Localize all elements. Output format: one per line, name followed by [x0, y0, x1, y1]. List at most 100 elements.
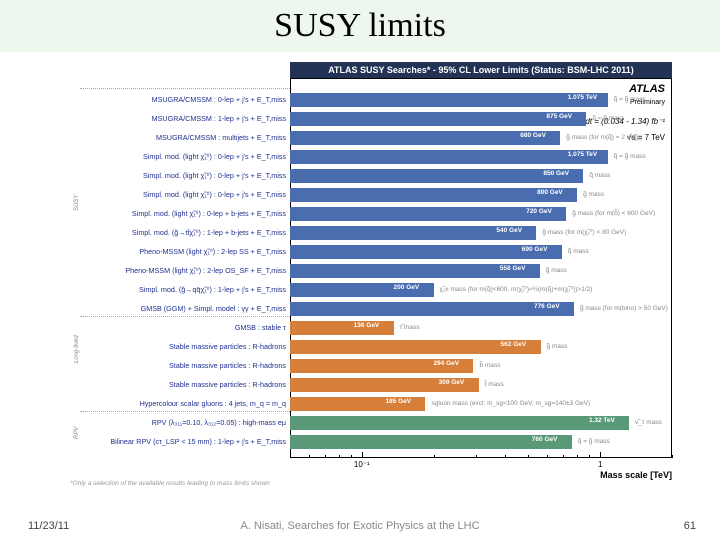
bar-value: 540 GeV	[496, 224, 522, 238]
category-label: Long-lived	[74, 335, 80, 363]
bar-annotation: g̃ mass	[583, 188, 604, 202]
bar-value: 776 GeV	[534, 300, 560, 314]
category-label: RPV	[74, 427, 80, 439]
bar-annotation: q̃ = g̃ mass	[592, 112, 624, 126]
row-label: Simpl. mod. (light χ̃₁⁰) : 0-lep + j's +…	[70, 148, 286, 167]
row-label: RPV (λ₃₁₁=0.10, λ₃₁₂=0.05) : high-mass e…	[70, 414, 286, 433]
bar-value: 800 GeV	[537, 186, 563, 200]
chart-row: Stable massive particles : R-hadronsL=34…	[70, 338, 680, 357]
row-label: MSUGRA/CMSSM : 1-lep + j's + E_T,miss	[70, 110, 286, 129]
row-label: Simpl. mod. (g̃→tt̄χ̃₁⁰) : 1-lep + b-jet…	[70, 224, 286, 243]
x-tick-minor	[309, 455, 310, 458]
limit-bar	[290, 150, 608, 164]
x-tick-minor	[505, 455, 506, 458]
chart-row: Simpl. mod. (g̃→qq̄χ̃₁⁰) : 1-lep + j's +…	[70, 281, 680, 300]
row-label: Simpl. mod. (light χ̃₁⁰) : 0-lep + j's +…	[70, 186, 286, 205]
bar-value: 875 GeV	[546, 110, 572, 124]
bar-value: 200 GeV	[394, 281, 420, 295]
chart-row: MSUGRA/CMSSM : multijets + E_T,missL=1.3…	[70, 129, 680, 148]
bar-value: 680 GeV	[520, 129, 546, 143]
row-label: Stable massive particles : R-hadrons	[70, 338, 286, 357]
x-tick-minor	[528, 455, 529, 458]
bar-annotation: b̃ mass	[479, 359, 500, 373]
x-tick-minor	[547, 455, 548, 458]
chart-row: MSUGRA/CMSSM : 0-lep + j's + E_T,missL=1…	[70, 91, 680, 110]
row-label: GMSB : stable τ̃	[70, 319, 286, 338]
bar-annotation: τ̃ mass	[400, 321, 420, 335]
bar-annotation: sgluon mass (excl: m_sg<100 GeV, m_sg=14…	[431, 397, 590, 411]
bar-annotation: g̃ mass (for m(q̃) = 2 m(g̃))	[566, 131, 642, 145]
bar-value: 850 GeV	[543, 167, 569, 181]
bar-value: 1.075 TeV	[568, 148, 598, 162]
row-label: Bilinear RPV (cτ_LSP < 15 mm) : 1-lep + …	[70, 433, 286, 452]
bar-value: 760 GeV	[532, 433, 558, 447]
category-label: SUSY	[74, 195, 80, 211]
x-tick-minor	[476, 455, 477, 458]
row-label: Simpl. mod. (light χ̃₁⁰) : 0-lep + j's +…	[70, 167, 286, 186]
bar-value: 185 GeV	[385, 395, 411, 409]
row-label: Pheno-MSSM (light χ̃₁⁰) : 2-lep OS_SF + …	[70, 262, 286, 281]
bar-value: 562 GeV	[501, 338, 527, 352]
limit-bar	[290, 207, 566, 221]
limit-bar	[290, 93, 608, 107]
x-tick-mark	[600, 452, 601, 458]
chart: ATLAS SUSY Searches* - 95% CL Lower Limi…	[70, 62, 680, 492]
limit-bar	[290, 416, 629, 430]
chart-row: Pheno-MSSM (light χ̃₁⁰) : 2-lep OS_SF + …	[70, 262, 680, 281]
chart-row: Pheno-MSSM (light χ̃₁⁰) : 2-lep SS + E_T…	[70, 243, 680, 262]
slide-page-number: 61	[684, 520, 696, 532]
x-tick-minor	[577, 455, 578, 458]
slide-date: 11/23/11	[28, 520, 69, 532]
category-divider	[80, 316, 290, 317]
row-label: MSUGRA/CMSSM : multijets + E_T,miss	[70, 129, 286, 148]
bar-value: 1.075 TeV	[568, 91, 598, 105]
title-bar: SUSY limits	[0, 0, 720, 52]
chart-row: Simpl. mod. (light χ̃₁⁰) : 0-lep + j's +…	[70, 167, 680, 186]
row-label: Simpl. mod. (g̃→qq̄χ̃₁⁰) : 1-lep + j's +…	[70, 281, 286, 300]
limit-bar	[290, 302, 574, 316]
row-label: Pheno-MSSM (light χ̃₁⁰) : 2-lep SS + E_T…	[70, 243, 286, 262]
chart-row: GMSB : stable τ̃L=37 pb⁻¹ (2010) [arXiv:…	[70, 319, 680, 338]
limit-bar	[290, 112, 586, 126]
chart-row: MSUGRA/CMSSM : 1-lep + j's + E_T,missL=1…	[70, 110, 680, 129]
chart-row: Simpl. mod. (light χ̃₁⁰) : 0-lep + j's +…	[70, 148, 680, 167]
bar-annotation: χ̃₁± mass (for m(q̃)<600, m(χ̃₁⁰)≈½(m(q̃…	[440, 283, 593, 297]
x-tick-minor	[589, 455, 590, 458]
limit-bar	[290, 169, 583, 183]
slide-title: SUSY limits	[274, 7, 446, 45]
bar-value: 558 GeV	[500, 262, 526, 276]
chart-row: Simpl. mod. (light χ̃₁⁰) : 0-lep + j's +…	[70, 186, 680, 205]
chart-row: Stable massive particles : R-hadronsL=34…	[70, 357, 680, 376]
x-tick-minor	[563, 455, 564, 458]
bar-annotation: q̃ = g̃ mass	[578, 435, 610, 449]
x-tick-major: 10⁻¹	[354, 460, 370, 469]
chart-row: RPV (λ₃₁₁=0.10, λ₃₁₂=0.05) : high-mass e…	[70, 414, 680, 433]
chart-row: Simpl. mod. (light χ̃₁⁰) : 0-lep + b-jet…	[70, 205, 680, 224]
bar-annotation: q̃ = g̃ mass	[614, 150, 646, 164]
bar-annotation: g̃ mass (for m(bino) > 50 GeV)	[580, 302, 668, 316]
x-axis-label: Mass scale [TeV]	[600, 470, 672, 480]
row-label: MSUGRA/CMSSM : 0-lep + j's + E_T,miss	[70, 91, 286, 110]
x-tick-minor	[351, 455, 352, 458]
bar-value: 720 GeV	[526, 205, 552, 219]
chart-row: Simpl. mod. (g̃→tt̄χ̃₁⁰) : 1-lep + b-jet…	[70, 224, 680, 243]
x-tick-minor	[290, 455, 291, 458]
row-label: Stable massive particles : R-hadrons	[70, 376, 286, 395]
x-tick-minor	[325, 455, 326, 458]
row-label: Stable massive particles : R-hadrons	[70, 357, 286, 376]
x-tick-mark	[362, 452, 363, 458]
chart-footnote: *Only a selection of the available resul…	[70, 480, 270, 487]
category-divider	[80, 411, 290, 412]
bar-annotation: q̃ mass	[589, 169, 610, 183]
x-tick-minor	[434, 455, 435, 458]
bar-value: 1.32 TeV	[589, 414, 615, 428]
chart-row: Stable massive particles : R-hadronsL=34…	[70, 376, 680, 395]
bar-annotation: g̃ mass	[547, 340, 568, 354]
bar-annotation: g̃ mass (for m(χ̃₁⁰) < 80 GeV)	[542, 226, 626, 240]
chart-banner: ATLAS SUSY Searches* - 95% CL Lower Limi…	[290, 62, 672, 78]
bar-annotation: q̃ = g̃ mass	[614, 93, 646, 107]
bar-annotation: t̃ mass	[485, 378, 504, 392]
chart-row: Bilinear RPV (cτ_LSP < 15 mm) : 1-lep + …	[70, 433, 680, 452]
row-label: Simpl. mod. (light χ̃₁⁰) : 0-lep + b-jet…	[70, 205, 286, 224]
x-tick-minor	[672, 455, 673, 458]
